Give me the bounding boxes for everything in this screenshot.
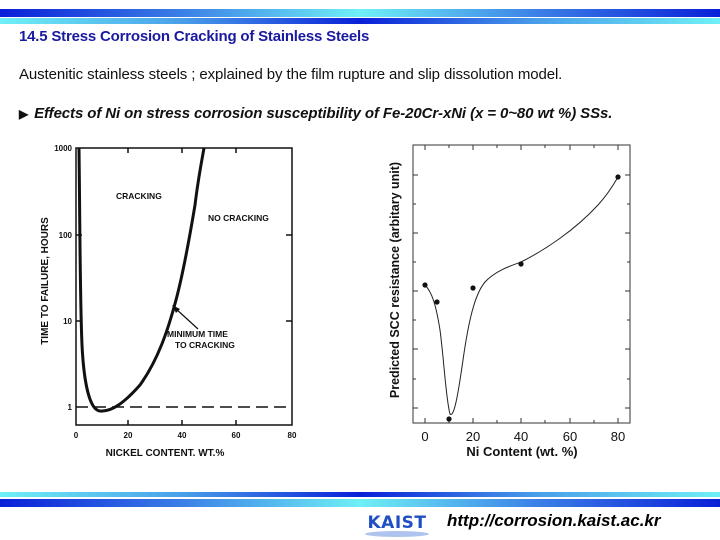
svg-text:60: 60 (232, 431, 241, 440)
svg-text:CRACKING: CRACKING (116, 191, 162, 201)
left-chart-frame (75, 147, 293, 426)
left-chart-annotations: CRACKING NO CRACKING MINIMUM TIME TO CRA… (116, 191, 269, 350)
header-band-bottom (0, 18, 720, 24)
bullet-text: Effects of Ni on stress corrosion suscep… (34, 105, 613, 122)
left-chart-y-ticks: 1000 100 10 1 (54, 144, 72, 412)
svg-text:KAIST: KAIST (368, 513, 427, 533)
left-chart-x-ticks: 0 20 40 60 80 (74, 431, 297, 440)
annotation-arrow (174, 307, 199, 330)
svg-text:80: 80 (611, 429, 625, 444)
triangle-bullet-icon: ▶ (19, 107, 29, 121)
svg-text:80: 80 (288, 431, 297, 440)
right-chart-x-label: Ni Content (wt. %) (466, 444, 577, 459)
page-title: 14.5 Stress Corrosion Cracking of Stainl… (19, 28, 370, 45)
svg-text:100: 100 (59, 231, 73, 240)
website-link[interactable]: http://corrosion.kaist.ac.kr (447, 511, 661, 530)
svg-text:MINIMUM TIME: MINIMUM TIME (167, 329, 228, 339)
bullet-text-row: ▶ Effects of Ni on stress corrosion susce… (19, 105, 612, 122)
left-chart-x-label: NICKEL CONTENT. WT.% (106, 448, 225, 459)
svg-text:20: 20 (466, 429, 480, 444)
svg-text:1000: 1000 (54, 144, 72, 153)
svg-text:0: 0 (74, 431, 79, 440)
right-chart-y-label: Predicted SCC resistance (arbitary unit) (388, 162, 402, 398)
min-time-curve (77, 147, 206, 413)
intro-text: Austenitic stainless steels ; explained … (19, 66, 563, 83)
svg-text:60: 60 (563, 429, 577, 444)
svg-text:0: 0 (421, 429, 428, 444)
svg-text:NO CRACKING: NO CRACKING (208, 213, 269, 223)
header-band-top (0, 9, 720, 17)
svg-text:1: 1 (68, 403, 73, 412)
data-points (422, 174, 621, 422)
svg-text:10: 10 (63, 317, 72, 326)
fit-curve (424, 176, 619, 415)
footer-band-top (0, 492, 720, 497)
left-chart-y-label: TIME TO FAILURE, HOURS (40, 217, 51, 345)
right-chart-x-ticks: 0 20 40 60 80 (421, 429, 625, 444)
svg-text:TO CRACKING: TO CRACKING (175, 340, 235, 350)
svg-text:20: 20 (124, 431, 133, 440)
right-chart-frame (412, 144, 631, 424)
kaist-logo: KAIST (365, 513, 429, 537)
arrow-head-icon (172, 305, 180, 313)
footer-band-bottom (0, 499, 720, 507)
svg-text:40: 40 (514, 429, 528, 444)
svg-text:40: 40 (178, 431, 187, 440)
